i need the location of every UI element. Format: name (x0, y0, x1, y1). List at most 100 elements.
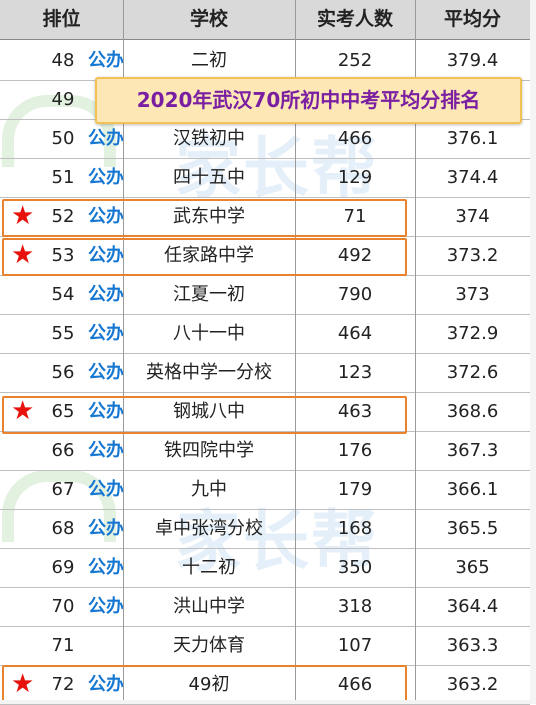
school-type-label: 公办 (88, 596, 124, 617)
school-cell: 天力体育 (173, 635, 245, 656)
school-cell: 江夏一初 (173, 284, 245, 305)
average-cell: 373 (455, 284, 490, 305)
average-cell: 364.4 (446, 596, 499, 617)
school-type-label: 公办 (88, 167, 124, 188)
table-row: 68 公办 卓中张湾分校 168 365.5 (0, 510, 530, 549)
table-row: 56 公办 英格中学一分校 123 372.6 (0, 354, 530, 393)
school-cell: 二初 (191, 50, 227, 71)
average-cell: 365 (455, 557, 490, 578)
average-cell: 379.4 (446, 50, 499, 71)
school-cell: 钢城八中 (173, 401, 245, 422)
count-cell: 318 (337, 596, 373, 617)
highlight-box (2, 396, 407, 434)
school-type-label: 公办 (88, 323, 124, 344)
table-header: 排位 学校 实考人数 平均分 (0, 0, 530, 40)
count-cell: 350 (337, 557, 373, 578)
school-type-label: 公办 (88, 557, 124, 578)
school-type-label: 公办 (88, 440, 124, 461)
table-row: 67 公办 九中 179 366.1 (0, 471, 530, 510)
school-type-label: 公办 (88, 50, 124, 71)
watermark-text: 家长帮 (175, 130, 379, 207)
table-row: 55 公办 八十一中 464 372.9 (0, 315, 530, 354)
highlight-box (2, 665, 407, 702)
count-cell: 492 (337, 245, 373, 266)
average-cell: 373.2 (446, 245, 499, 266)
school-cell: 英格中学一分校 (146, 362, 272, 383)
column-divider (295, 0, 296, 700)
count-cell: 168 (337, 518, 373, 539)
rank-cell: 54 (51, 284, 75, 305)
star-icon: ★ (11, 396, 35, 426)
header-rank: 排位 (42, 8, 81, 30)
table-row: 48 公办 二初 252 379.4 (0, 42, 530, 81)
average-cell: 374.4 (446, 167, 499, 188)
highlight-box (2, 199, 407, 237)
school-type-label: 公办 (88, 206, 124, 227)
rank-cell: 49 (51, 89, 75, 110)
count-cell: 179 (337, 479, 373, 500)
rank-cell: 55 (51, 323, 75, 344)
table-row: 69 公办 十二初 350 365 (0, 549, 530, 588)
table-row: 70 公办 洪山中学 318 364.4 (0, 588, 530, 627)
header-count: 实考人数 (316, 8, 393, 30)
average-cell: 372.6 (446, 362, 499, 383)
count-cell: 466 (337, 674, 373, 695)
count-cell: 790 (337, 284, 373, 305)
count-cell: 466 (337, 128, 373, 149)
school-cell: 汉铁初中 (173, 128, 245, 149)
rank-cell: 69 (51, 557, 75, 578)
star-icon: ★ (11, 201, 35, 231)
title-banner: 2020年武汉70所初中中考平均分排名 (95, 77, 522, 124)
school-cell: 十二初 (182, 557, 236, 578)
table-row: 54 公办 江夏一初 790 373 (0, 276, 530, 315)
school-cell: 四十五中 (173, 167, 245, 188)
count-cell: 252 (337, 50, 373, 71)
page-shadow (530, 0, 536, 704)
average-cell: 376.1 (446, 128, 499, 149)
average-cell: 363.3 (446, 635, 499, 656)
table-row: 50 公办 汉铁初中 466 376.1 (0, 120, 530, 159)
rank-cell: 70 (51, 596, 75, 617)
rank-cell: 51 (51, 167, 75, 188)
star-icon: ★ (11, 669, 35, 699)
school-type-label: 公办 (88, 284, 124, 305)
school-cell: 49初 (188, 674, 230, 695)
rank-cell: 66 (51, 440, 75, 461)
highlight-box (2, 238, 407, 276)
school-type-label: 公办 (88, 401, 124, 422)
rank-cell: 65 (51, 401, 75, 422)
count-cell: 463 (337, 401, 373, 422)
rank-cell: 67 (51, 479, 75, 500)
average-cell: 363.2 (446, 674, 499, 695)
column-divider (123, 0, 124, 700)
watermark-text: 家长帮 (175, 503, 379, 580)
average-cell: 374 (455, 206, 490, 227)
school-cell: 卓中张湾分校 (155, 518, 263, 539)
school-type-label: 公办 (88, 518, 124, 539)
school-type-label: 公办 (88, 479, 124, 500)
rank-cell: 48 (51, 50, 75, 71)
rank-cell: 68 (51, 518, 75, 539)
rank-cell: 56 (51, 362, 75, 383)
school-type-label: 公办 (88, 362, 124, 383)
page-shadow (0, 700, 536, 704)
count-cell: 176 (337, 440, 373, 461)
school-type-label (84, 627, 128, 665)
column-divider (415, 0, 416, 700)
school-cell: 铁四院中学 (164, 440, 254, 461)
table-row: 51 公办 四十五中 129 374.4 (0, 159, 530, 198)
average-cell: 365.5 (446, 518, 499, 539)
rank-cell: 53 (51, 245, 75, 266)
average-cell: 366.1 (446, 479, 499, 500)
average-cell: 372.9 (446, 323, 499, 344)
star-icon: ★ (11, 240, 35, 270)
rank-cell: 71 (51, 635, 75, 656)
count-cell: 107 (337, 635, 373, 656)
school-cell: 八十一中 (173, 323, 245, 344)
school-type-label: 公办 (88, 128, 124, 149)
table-row: ★ 65 公办 钢城八中 463 368.6 (0, 393, 530, 432)
table-row: 71 天力体育 107 363.3 (0, 627, 530, 666)
average-cell: 367.3 (446, 440, 499, 461)
rank-cell: 50 (51, 128, 75, 149)
